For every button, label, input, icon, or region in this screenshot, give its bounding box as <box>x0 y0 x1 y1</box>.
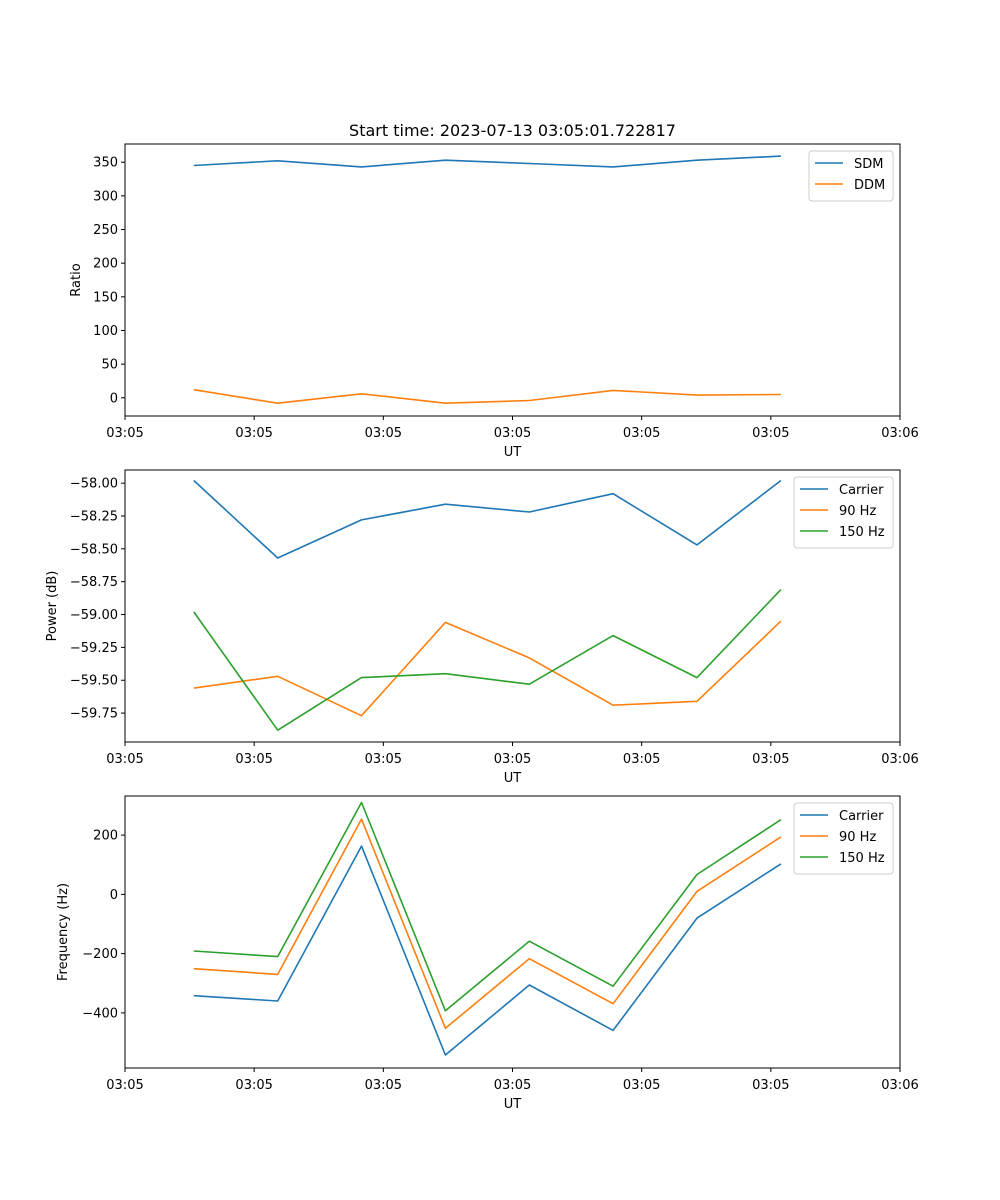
y-tick-label: 200 <box>93 829 118 844</box>
plot-frame <box>124 469 901 743</box>
legend-label: 150 Hz <box>839 851 885 866</box>
y-tick-label: −200 <box>82 947 118 962</box>
x-tick-label: 03:05 <box>494 1078 531 1093</box>
frequency-panel: 03:05 03:05 03:05 03:05 03:05 03:05 03:06 −400 −… <box>56 795 919 1112</box>
chart-title: Start time: 2023-07-13 03:05:01.722817 <box>349 121 676 140</box>
x-tick-label: 03:05 <box>752 426 789 441</box>
series-line-150-hz <box>193 801 782 1012</box>
y-tick-label: 250 <box>93 223 118 238</box>
plot-frame <box>124 795 901 1069</box>
y-tick-label: 50 <box>101 358 118 373</box>
x-tick-label: 03:05 <box>106 1078 143 1093</box>
y-tick-label: −59.25 <box>70 641 118 656</box>
x-tick-label: 03:05 <box>106 752 143 767</box>
legend-label: DDM <box>854 178 885 193</box>
series-line-carrier <box>193 845 782 1056</box>
y-tick-label: 200 <box>93 257 118 272</box>
y-tick-label: −59.50 <box>70 674 118 689</box>
series-line-150-hz <box>193 589 782 732</box>
y-axis-label: Frequency (Hz) <box>56 883 71 981</box>
series-line-ddm <box>193 388 781 405</box>
y-tick-label: −58.25 <box>70 509 118 524</box>
legend: Carrier 90 Hz 150 Hz <box>793 476 894 549</box>
legend-label: Carrier <box>839 809 884 824</box>
legend-label: 150 Hz <box>839 525 885 540</box>
y-axis-label: Ratio <box>69 263 84 296</box>
legend-label: SDM <box>854 157 883 172</box>
y-tick-label: 0 <box>110 888 118 903</box>
legend-label: Carrier <box>839 483 884 498</box>
y-tick-label: −58.00 <box>70 477 118 492</box>
x-tick-label: 03:05 <box>365 426 402 441</box>
y-axis-label: Power (dB) <box>45 571 60 642</box>
y-tick-label: 100 <box>93 324 118 339</box>
power-panel: 03:05 03:05 03:05 03:05 03:05 03:05 03:06 −59.7… <box>45 469 919 786</box>
x-tick-label: 03:05 <box>235 752 272 767</box>
legend-label: 90 Hz <box>839 504 876 519</box>
plot-frame <box>124 143 901 417</box>
x-tick-label: 03:06 <box>881 426 918 441</box>
y-tick-label: 150 <box>93 290 118 305</box>
x-tick-label: 03:05 <box>623 426 660 441</box>
x-axis-label: UT <box>504 1097 522 1112</box>
legend-label: 90 Hz <box>839 830 876 845</box>
series-line-sdm <box>193 155 781 168</box>
x-axis-label: UT <box>504 771 522 786</box>
y-tick-label: −400 <box>82 1006 118 1021</box>
y-tick-label: −59.75 <box>70 707 118 722</box>
x-tick-label: 03:05 <box>494 752 531 767</box>
series-line-90-hz <box>193 620 782 717</box>
y-tick-label: 300 <box>93 189 118 204</box>
x-tick-label: 03:05 <box>752 752 789 767</box>
x-tick-label: 03:05 <box>623 1078 660 1093</box>
series-line-carrier <box>193 479 782 559</box>
x-tick-label: 03:06 <box>881 1078 918 1093</box>
x-tick-label: 03:06 <box>881 752 918 767</box>
x-tick-label: 03:05 <box>623 752 660 767</box>
x-tick-label: 03:05 <box>106 426 143 441</box>
y-tick-label: −58.50 <box>70 542 118 557</box>
x-axis-label: UT <box>504 445 522 460</box>
x-tick-label: 03:05 <box>365 752 402 767</box>
y-tick-label: −59.00 <box>70 608 118 623</box>
legend: SDM DDM <box>808 150 894 202</box>
y-tick-label: −58.75 <box>70 575 118 590</box>
x-tick-label: 03:05 <box>235 426 272 441</box>
y-tick-label: 350 <box>93 156 118 171</box>
x-tick-label: 03:05 <box>752 1078 789 1093</box>
x-tick-label: 03:05 <box>235 1078 272 1093</box>
y-tick-label: 0 <box>110 391 118 406</box>
ratio-panel: Start time: 2023-07-13 03:05:01.72281703… <box>69 121 919 460</box>
series-line-90-hz <box>193 818 782 1030</box>
legend: Carrier 90 Hz 150 Hz <box>793 802 894 875</box>
x-tick-label: 03:05 <box>494 426 531 441</box>
x-tick-label: 03:05 <box>365 1078 402 1093</box>
